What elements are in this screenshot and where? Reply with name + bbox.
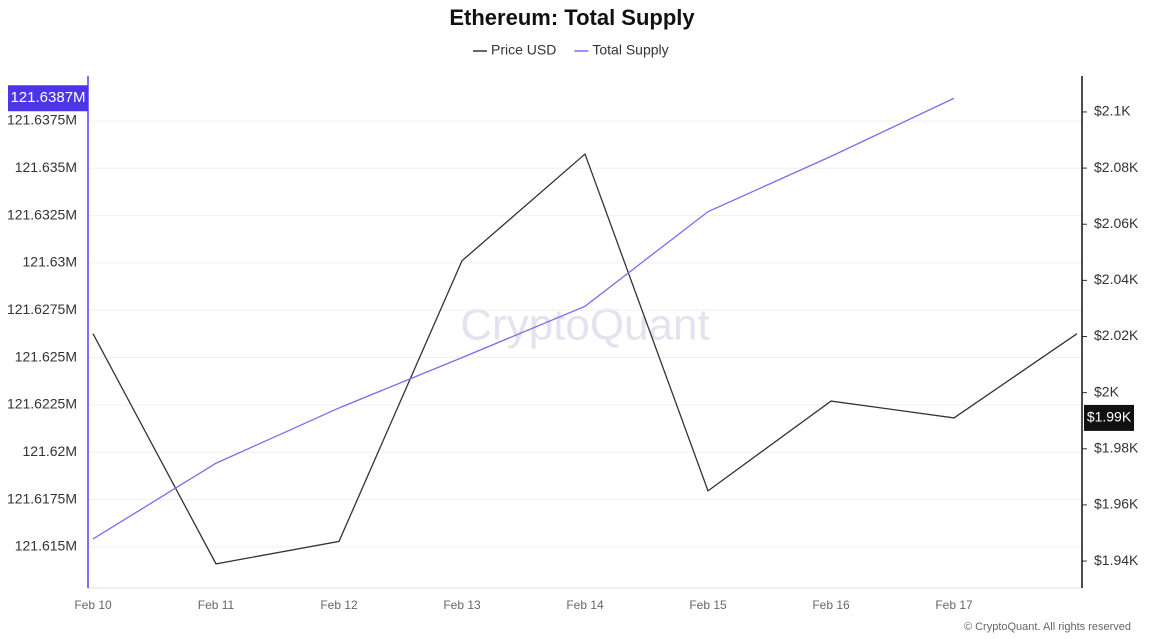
x-tick-label: Feb 11	[198, 598, 235, 612]
y2-tick-label: $2K	[1094, 383, 1120, 399]
x-tick-label: Feb 13	[443, 598, 481, 612]
y-tick-label: 121.615M	[15, 538, 77, 554]
y-tick-label: 121.6375M	[7, 112, 77, 128]
y-tick-label: 121.6325M	[7, 206, 77, 222]
y2-tick-label: $2.04K	[1094, 271, 1139, 287]
series-line	[92, 97, 955, 540]
y-tick-label: 121.6275M	[7, 301, 77, 317]
y-tick-label: 121.6225M	[7, 396, 77, 412]
x-tick-label: Feb 12	[320, 598, 358, 612]
y-tick-label: 121.6175M	[7, 490, 77, 506]
y-tick-label: 121.63M	[23, 254, 77, 270]
legend-label: Total Supply	[592, 42, 668, 58]
x-tick-label: Feb 14	[566, 598, 604, 612]
y2-tick-label: $2.1K	[1094, 103, 1131, 119]
x-tick-label: Feb 16	[812, 598, 850, 612]
y-badge-label: 121.6387M	[10, 89, 85, 106]
y2-badge-label: $1.99K	[1087, 409, 1132, 425]
y2-tick-label: $2.08K	[1094, 159, 1139, 175]
chart-title: Ethereum: Total Supply	[449, 5, 695, 30]
x-tick-label: Feb 10	[74, 598, 112, 612]
y2-tick-label: $1.96K	[1094, 496, 1139, 512]
y-tick-label: 121.62M	[23, 443, 77, 459]
y2-tick-label: $1.98K	[1094, 439, 1139, 455]
legend-label: Price USD	[491, 42, 556, 58]
y2-tick-label: $1.94K	[1094, 552, 1139, 568]
x-tick-label: Feb 17	[935, 598, 973, 612]
series-line	[92, 152, 1078, 565]
y2-tick-label: $2.06K	[1094, 215, 1139, 231]
y-badge	[8, 85, 88, 112]
x-tick-label: Feb 15	[689, 598, 727, 612]
y-tick-label: 121.625M	[15, 348, 77, 364]
footer: © CryptoQuant. All rights reserved	[964, 621, 1131, 633]
y2-badge	[1084, 404, 1134, 431]
y2-tick-label: $2.02K	[1094, 327, 1139, 343]
y-tick-label: 121.635M	[15, 159, 77, 175]
